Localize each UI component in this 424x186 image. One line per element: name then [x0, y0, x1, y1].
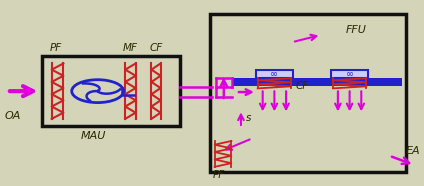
Text: PF: PF [212, 170, 225, 180]
Text: MAU: MAU [81, 131, 106, 141]
Text: ∞: ∞ [346, 69, 354, 79]
Bar [209, 14, 406, 172]
Bar [256, 70, 293, 78]
Text: ∞: ∞ [271, 69, 279, 79]
Bar [331, 70, 368, 78]
Text: CF: CF [295, 81, 309, 91]
Text: FFU: FFU [346, 25, 366, 35]
Text: PF: PF [50, 43, 62, 52]
Bar [42, 56, 180, 126]
Bar [232, 78, 402, 86]
Text: EA: EA [406, 146, 421, 156]
Text: MF: MF [123, 43, 138, 52]
Text: OA: OA [5, 111, 21, 121]
Text: s: s [246, 113, 251, 123]
Text: CF: CF [149, 43, 162, 52]
